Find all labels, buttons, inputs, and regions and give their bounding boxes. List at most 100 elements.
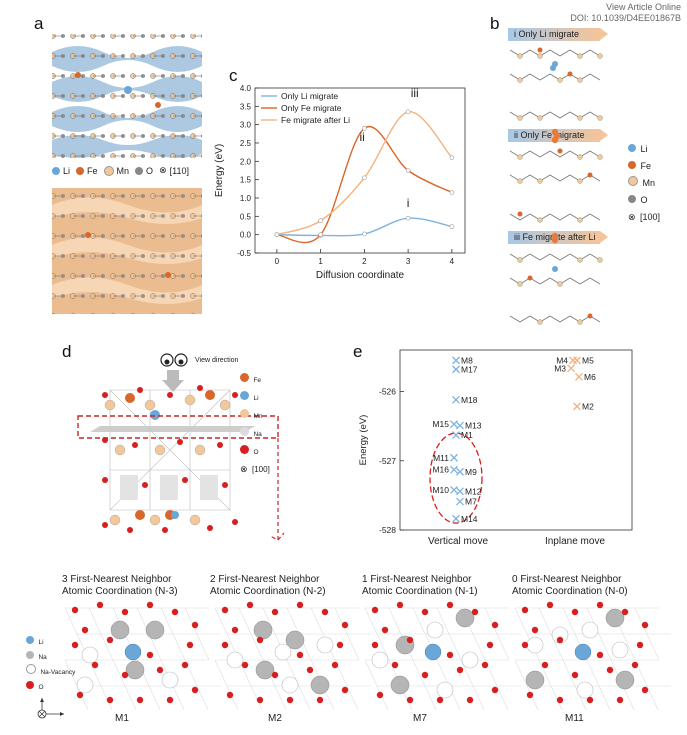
o-atom	[396, 601, 404, 609]
na-vacancy	[281, 676, 299, 694]
x-tick-label: 1	[318, 257, 323, 266]
na-atom	[285, 630, 305, 650]
legend-label: Only Fe migrate	[281, 103, 342, 113]
eyes-icon	[160, 353, 188, 367]
point-label: M3	[554, 363, 566, 373]
y-tick-label: 3.0	[240, 121, 252, 130]
data-point	[318, 232, 323, 237]
na-atom	[110, 620, 130, 640]
fe-isosurface-structure	[52, 188, 202, 314]
point-label: M10	[432, 485, 449, 495]
legend-a-o: O	[146, 165, 154, 176]
o-atom	[596, 651, 604, 659]
coordination-structure-1	[214, 601, 371, 710]
data-point	[449, 190, 455, 195]
configuration-energy-chart: -528 -527 -526 Vertical move Inplane move Ene…	[358, 349, 633, 547]
banner-only-li: i Only Li migrate	[508, 28, 608, 41]
o-atom	[331, 661, 339, 669]
o-atom	[526, 691, 534, 699]
coordination-structures	[64, 601, 671, 710]
o-atom	[166, 696, 174, 704]
data-point	[405, 109, 411, 115]
na-atom	[525, 670, 545, 690]
o-atom	[76, 691, 84, 699]
o-atom	[341, 621, 349, 629]
legend-bottom-o: O	[38, 684, 44, 691]
o-atom	[556, 696, 564, 704]
y-tick-label: 0.5	[240, 212, 252, 221]
data-point	[362, 126, 367, 131]
scatter-point-m11	[450, 453, 458, 462]
o-atom	[606, 666, 614, 674]
o-atom	[521, 641, 529, 649]
scatter-point-m2	[573, 402, 581, 411]
o-atom	[571, 671, 579, 679]
na-atom	[455, 608, 475, 628]
na-legend-icon	[240, 427, 249, 436]
na-atom	[310, 675, 330, 695]
coord-label-m11: M11	[565, 713, 584, 724]
li-legend-icon	[628, 144, 636, 152]
o-atom	[436, 696, 444, 704]
o-legend-icon	[26, 681, 34, 689]
coordination-structure-0	[64, 601, 221, 710]
o-atom	[296, 601, 304, 609]
x-category-label: Inplane move	[545, 536, 605, 547]
o-atom	[221, 641, 229, 649]
coord-title-n0: 0 First-Nearest Neighbor Atomic Coordinat…	[512, 574, 628, 597]
o-atom	[491, 621, 499, 629]
o-atom	[146, 651, 154, 659]
o-atom	[81, 626, 89, 634]
li-legend-icon	[26, 636, 34, 644]
o-atom	[271, 671, 279, 679]
o-atom	[336, 641, 344, 649]
scatter-point-m12	[456, 487, 464, 496]
legend-d-dir: [100]	[252, 465, 270, 474]
o-atom	[616, 696, 624, 704]
legend-a-li: Li	[63, 165, 71, 176]
o-atom	[521, 606, 529, 614]
o-atom	[471, 608, 479, 616]
view-online-link[interactable]: View Article Online	[606, 2, 681, 12]
scatter-point-m13	[456, 421, 464, 430]
direction-icon: ⊗	[240, 464, 248, 474]
scatter-point-m10	[450, 485, 458, 494]
doi-text: DOI: 10.1039/D4EE01867B	[570, 13, 681, 23]
o-atom	[481, 661, 489, 669]
annotation-label: ii	[360, 130, 365, 144]
coord-label-m1: M1	[115, 713, 129, 724]
point-label: M2	[582, 401, 594, 411]
legend-d-mn: Mn	[253, 413, 263, 420]
y-tick-label: 2.5	[240, 139, 252, 148]
y-tick-label: 2.0	[240, 157, 252, 166]
o-atom	[221, 606, 229, 614]
scatter-point-m16	[450, 465, 458, 474]
o-atom	[271, 608, 279, 616]
o-atom	[306, 666, 314, 674]
coord-label-m7: M7	[413, 713, 427, 724]
o-atom	[71, 641, 79, 649]
y-axis-label: Energy (eV)	[214, 144, 225, 197]
o-atom	[96, 601, 104, 609]
o-atom	[641, 621, 649, 629]
panel-b-structures	[509, 47, 603, 325]
o-atom	[571, 608, 579, 616]
o-atom	[371, 641, 379, 649]
direction-icon: ⊗	[628, 212, 636, 222]
na-vacancy	[76, 676, 94, 694]
li-legend-icon	[240, 391, 249, 400]
data-point	[318, 218, 323, 224]
legend-d: Fe Li Mn Na O ⊗ [100]	[240, 370, 270, 477]
o-atom	[596, 601, 604, 609]
point-label: M11	[433, 453, 449, 463]
point-label: M5	[582, 355, 594, 365]
o-atom	[586, 696, 594, 704]
o-atom	[121, 608, 129, 616]
o-atom	[541, 661, 549, 669]
li-legend-icon	[52, 166, 60, 175]
point-label: M6	[584, 372, 596, 382]
data-point	[362, 175, 367, 181]
o-atom	[546, 601, 554, 609]
data-point	[405, 215, 411, 221]
plot-frame	[254, 87, 466, 254]
